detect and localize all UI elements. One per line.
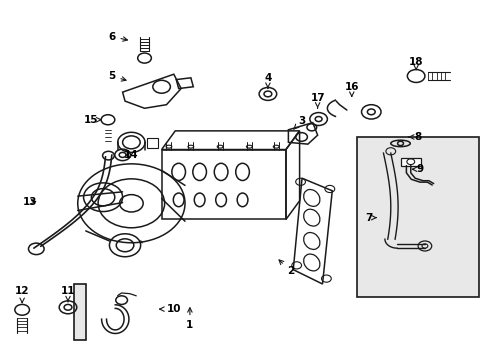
Text: 2: 2 [279, 260, 294, 276]
Text: 6: 6 [108, 32, 127, 41]
Text: 18: 18 [408, 57, 423, 70]
Text: 10: 10 [160, 304, 181, 314]
Bar [356, 137, 478, 297]
Bar [147, 138, 158, 148]
Bar [400, 158, 420, 166]
Text: 1: 1 [186, 308, 193, 330]
Text: 5: 5 [108, 71, 126, 81]
Text: 12: 12 [15, 286, 29, 302]
Text: 13: 13 [22, 197, 37, 207]
Text: 17: 17 [310, 93, 325, 108]
Text: 7: 7 [365, 213, 375, 222]
Text: 16: 16 [344, 82, 358, 96]
Text: 14: 14 [124, 150, 139, 160]
Text: 8: 8 [407, 132, 420, 142]
Text: 11: 11 [61, 286, 75, 302]
Text: 3: 3 [293, 116, 305, 129]
Text: 15: 15 [83, 115, 101, 125]
Text: 4: 4 [264, 73, 271, 88]
Text: 9: 9 [412, 164, 423, 174]
Bar [74, 284, 86, 339]
